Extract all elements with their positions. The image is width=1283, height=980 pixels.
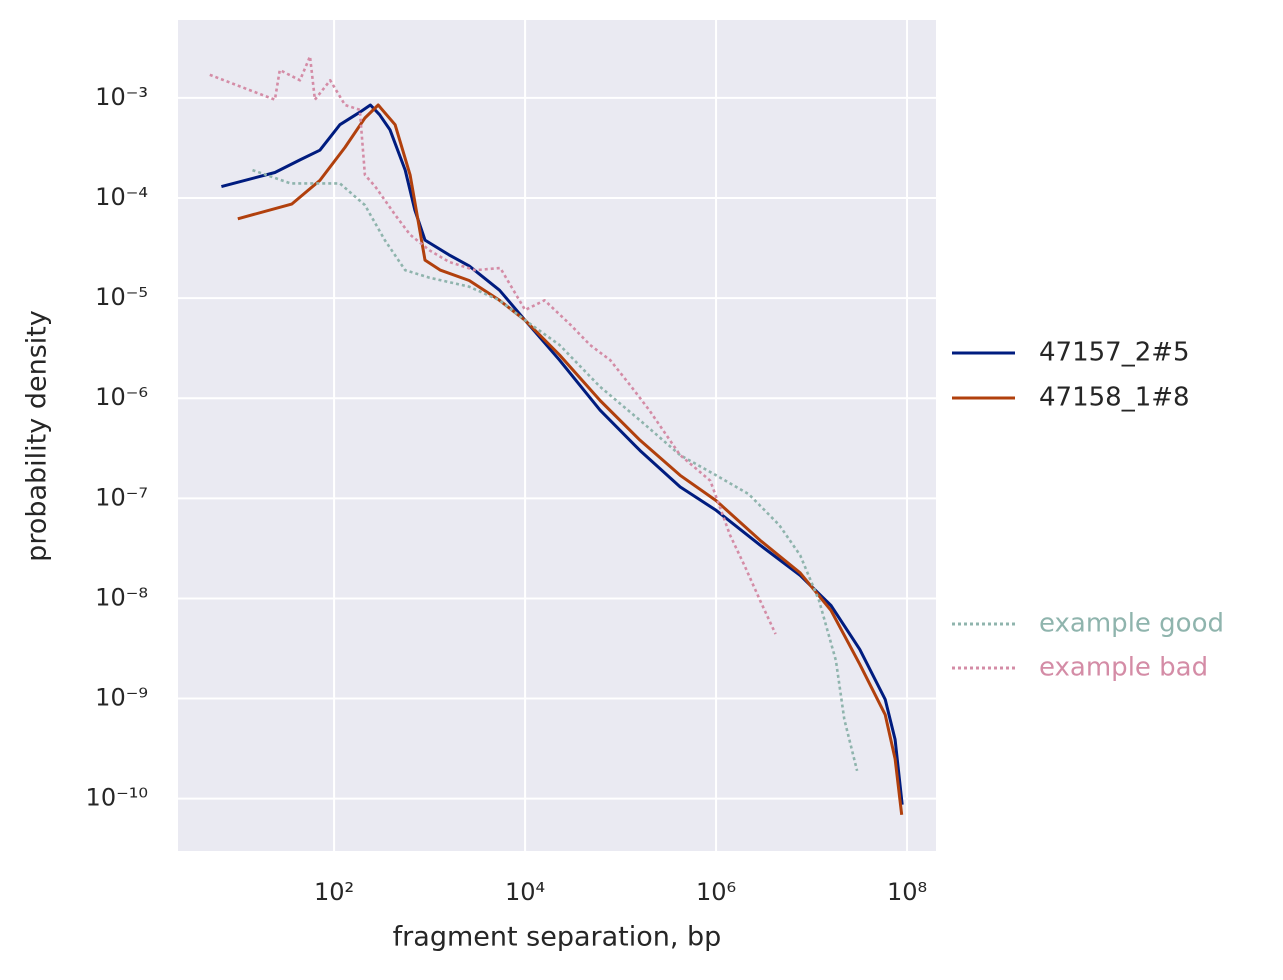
x-tick-label: 10⁶ bbox=[696, 878, 736, 906]
y-tick-label: 10⁻³ bbox=[95, 83, 148, 111]
legend-label: example good bbox=[1039, 609, 1224, 639]
y-tick-label: 10⁻⁹ bbox=[95, 684, 148, 712]
y-tick-label: 10⁻⁴ bbox=[95, 183, 148, 211]
legend-label: 47158_1#8 bbox=[1039, 383, 1190, 413]
y-tick-label: 10⁻¹⁰ bbox=[86, 784, 148, 812]
x-tick-label: 10⁸ bbox=[887, 878, 927, 906]
legend-label: 47157_2#5 bbox=[1039, 338, 1190, 368]
series-line bbox=[252, 168, 859, 772]
x-tick-label: 10² bbox=[314, 878, 354, 906]
y-tick-label: 10⁻⁵ bbox=[95, 283, 148, 311]
x-axis-label: fragment separation, bp bbox=[393, 922, 722, 953]
y-tick-label: 10⁻⁸ bbox=[95, 583, 148, 611]
plot-area bbox=[178, 20, 936, 851]
y-axis-label: probability density bbox=[22, 310, 53, 562]
y-tick-label: 10⁻⁶ bbox=[95, 383, 148, 411]
legend-label: example bad bbox=[1039, 653, 1208, 683]
y-tick-label: 10⁻⁷ bbox=[95, 483, 148, 511]
x-tick-label: 10⁴ bbox=[505, 878, 545, 906]
